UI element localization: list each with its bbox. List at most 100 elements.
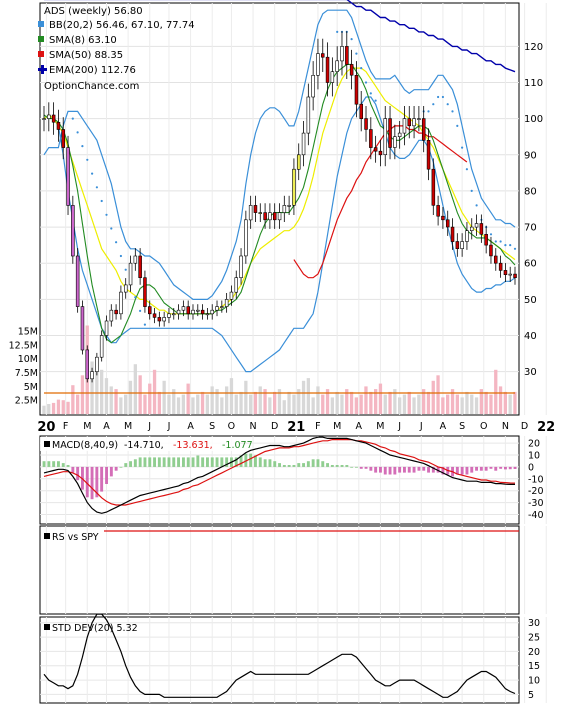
x-tick-label: O bbox=[480, 421, 487, 432]
legend-label: SMA(8) 63.10 bbox=[49, 35, 117, 46]
volume-bar bbox=[200, 391, 205, 414]
candle-body bbox=[47, 114, 51, 119]
volume-bar bbox=[61, 400, 65, 414]
macd-histogram-bar bbox=[383, 466, 387, 475]
candle-body bbox=[75, 255, 80, 307]
psar-dot bbox=[110, 227, 113, 230]
legend-items: BB(20,2) 56.46, 67.10, 77.74 SMA(8) 63.10… bbox=[38, 20, 195, 76]
macd-histogram-bar bbox=[225, 457, 229, 467]
psar-dot bbox=[465, 168, 468, 171]
macd-histogram-bar bbox=[292, 465, 296, 467]
macd-histogram-bar bbox=[441, 466, 445, 475]
macd-histogram-bar bbox=[90, 466, 94, 500]
volume-bar bbox=[345, 389, 349, 414]
psar-dot bbox=[513, 247, 517, 250]
volume-bar bbox=[229, 378, 234, 414]
macd-histogram-bar bbox=[489, 466, 493, 469]
volume-bar bbox=[388, 391, 392, 414]
volume-bar bbox=[460, 397, 464, 414]
macd-histogram-bar bbox=[475, 466, 478, 471]
macd-y-tick-label: 0 bbox=[528, 462, 534, 473]
macd-histogram-bar bbox=[153, 457, 156, 467]
candle-body bbox=[277, 212, 282, 221]
volume-bar bbox=[152, 369, 157, 414]
macd-histogram-bar bbox=[138, 457, 142, 467]
volume-y-axis: 2.5M 5M 7.5M 10M 12.5M 15M bbox=[9, 327, 38, 407]
psar-dot bbox=[456, 124, 459, 127]
candle-body bbox=[56, 122, 61, 130]
macd-histogram-bar bbox=[470, 466, 474, 473]
psar-dot bbox=[489, 233, 493, 236]
candle-body bbox=[104, 320, 109, 336]
candle-body bbox=[268, 212, 272, 221]
candle-body bbox=[417, 118, 421, 120]
candle-body bbox=[421, 118, 426, 141]
psar-dot bbox=[71, 117, 74, 120]
candle-body bbox=[61, 129, 65, 148]
candle-body bbox=[325, 56, 330, 83]
volume-bar bbox=[340, 394, 344, 414]
x-tick-label: J bbox=[419, 421, 423, 432]
bb-upper-line bbox=[43, 9, 516, 300]
macd-histogram-bar bbox=[436, 466, 440, 473]
x-tick-label: M bbox=[124, 421, 132, 432]
psar-dot bbox=[461, 146, 464, 149]
price-grid bbox=[40, 3, 547, 415]
candle-body bbox=[354, 75, 359, 105]
psar-dot bbox=[350, 38, 353, 41]
volume-bar bbox=[225, 386, 229, 414]
x-tick-label: F bbox=[315, 421, 320, 432]
x-tick-label: 21 bbox=[287, 420, 305, 435]
candle-body bbox=[143, 277, 147, 307]
volume-bar bbox=[76, 394, 80, 414]
macd-y-tick-label: 10 bbox=[528, 451, 540, 462]
macd-histogram-bar bbox=[143, 457, 147, 467]
volume-bar bbox=[297, 389, 301, 414]
legend-swatch-icon bbox=[38, 36, 44, 42]
macd-histogram-bar bbox=[129, 461, 132, 467]
candle-body bbox=[119, 291, 123, 315]
macd-histogram-bar bbox=[119, 466, 123, 468]
volume-bar bbox=[210, 386, 214, 414]
std-dev-path bbox=[43, 613, 516, 698]
price-y-tick-label: 40 bbox=[524, 331, 537, 342]
volume-bar bbox=[56, 399, 61, 414]
std-label: STD DEV(20) 5.32 bbox=[52, 623, 138, 634]
volume-bar bbox=[441, 397, 445, 414]
volume-bar bbox=[186, 383, 190, 414]
x-axis-labels: 20FMAMJJASOND21FMAMJJASOND22FM bbox=[37, 420, 566, 435]
psar-dot bbox=[360, 67, 363, 70]
psar-dot bbox=[499, 240, 502, 243]
volume-bar bbox=[508, 394, 512, 414]
candle-body bbox=[301, 132, 306, 156]
psar-dot bbox=[134, 296, 137, 299]
legend-swatch-icon bbox=[38, 21, 44, 27]
candle-body bbox=[287, 205, 291, 207]
volume-bar bbox=[378, 383, 383, 414]
candle-body bbox=[469, 226, 474, 232]
candle-body bbox=[426, 140, 431, 170]
volume-bar bbox=[354, 397, 358, 414]
macd-y-tick-label: 20 bbox=[528, 439, 540, 450]
psar-dot bbox=[336, 30, 339, 33]
x-tick-label: M bbox=[376, 421, 384, 432]
macd-histogram-bar bbox=[369, 466, 373, 471]
candle-body bbox=[359, 103, 363, 119]
candle-body bbox=[369, 129, 373, 148]
volume-bar bbox=[479, 389, 483, 414]
macd-histogram-bar bbox=[302, 463, 305, 467]
volume-bar bbox=[349, 391, 354, 414]
volume-bar bbox=[364, 386, 368, 414]
volume-bar bbox=[253, 391, 258, 414]
macd-histogram-bar bbox=[177, 457, 180, 467]
macd-histogram-bar bbox=[191, 457, 195, 467]
macd-histogram-bar bbox=[412, 466, 416, 473]
volume-bar bbox=[455, 394, 459, 414]
x-tick-label: S bbox=[459, 421, 465, 432]
macd-histogram-bar bbox=[206, 457, 209, 467]
candle-body bbox=[172, 313, 176, 316]
macd-y-tick-label: -20 bbox=[528, 486, 544, 497]
x-tick-label: 20 bbox=[37, 420, 55, 435]
macd-histogram-bar bbox=[162, 457, 166, 467]
psar-dot bbox=[475, 204, 478, 207]
